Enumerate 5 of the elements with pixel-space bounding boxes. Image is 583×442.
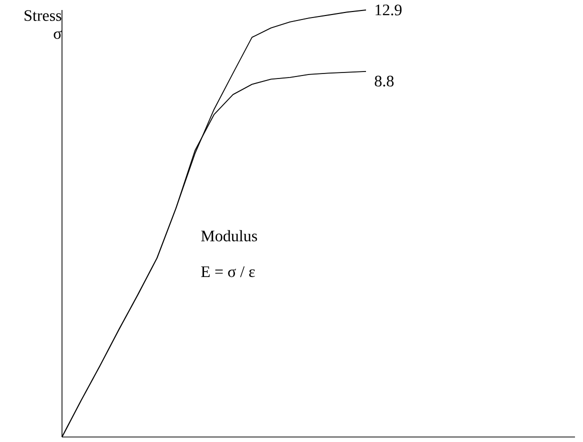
series-label: 12.9 (376, 4, 402, 16)
annotation: Modulus (201, 230, 258, 242)
annotation: E = σ / ε (201, 266, 255, 278)
series-label: 8.8 (374, 76, 394, 87)
y-axis-title: Stress σ (24, 10, 62, 39)
